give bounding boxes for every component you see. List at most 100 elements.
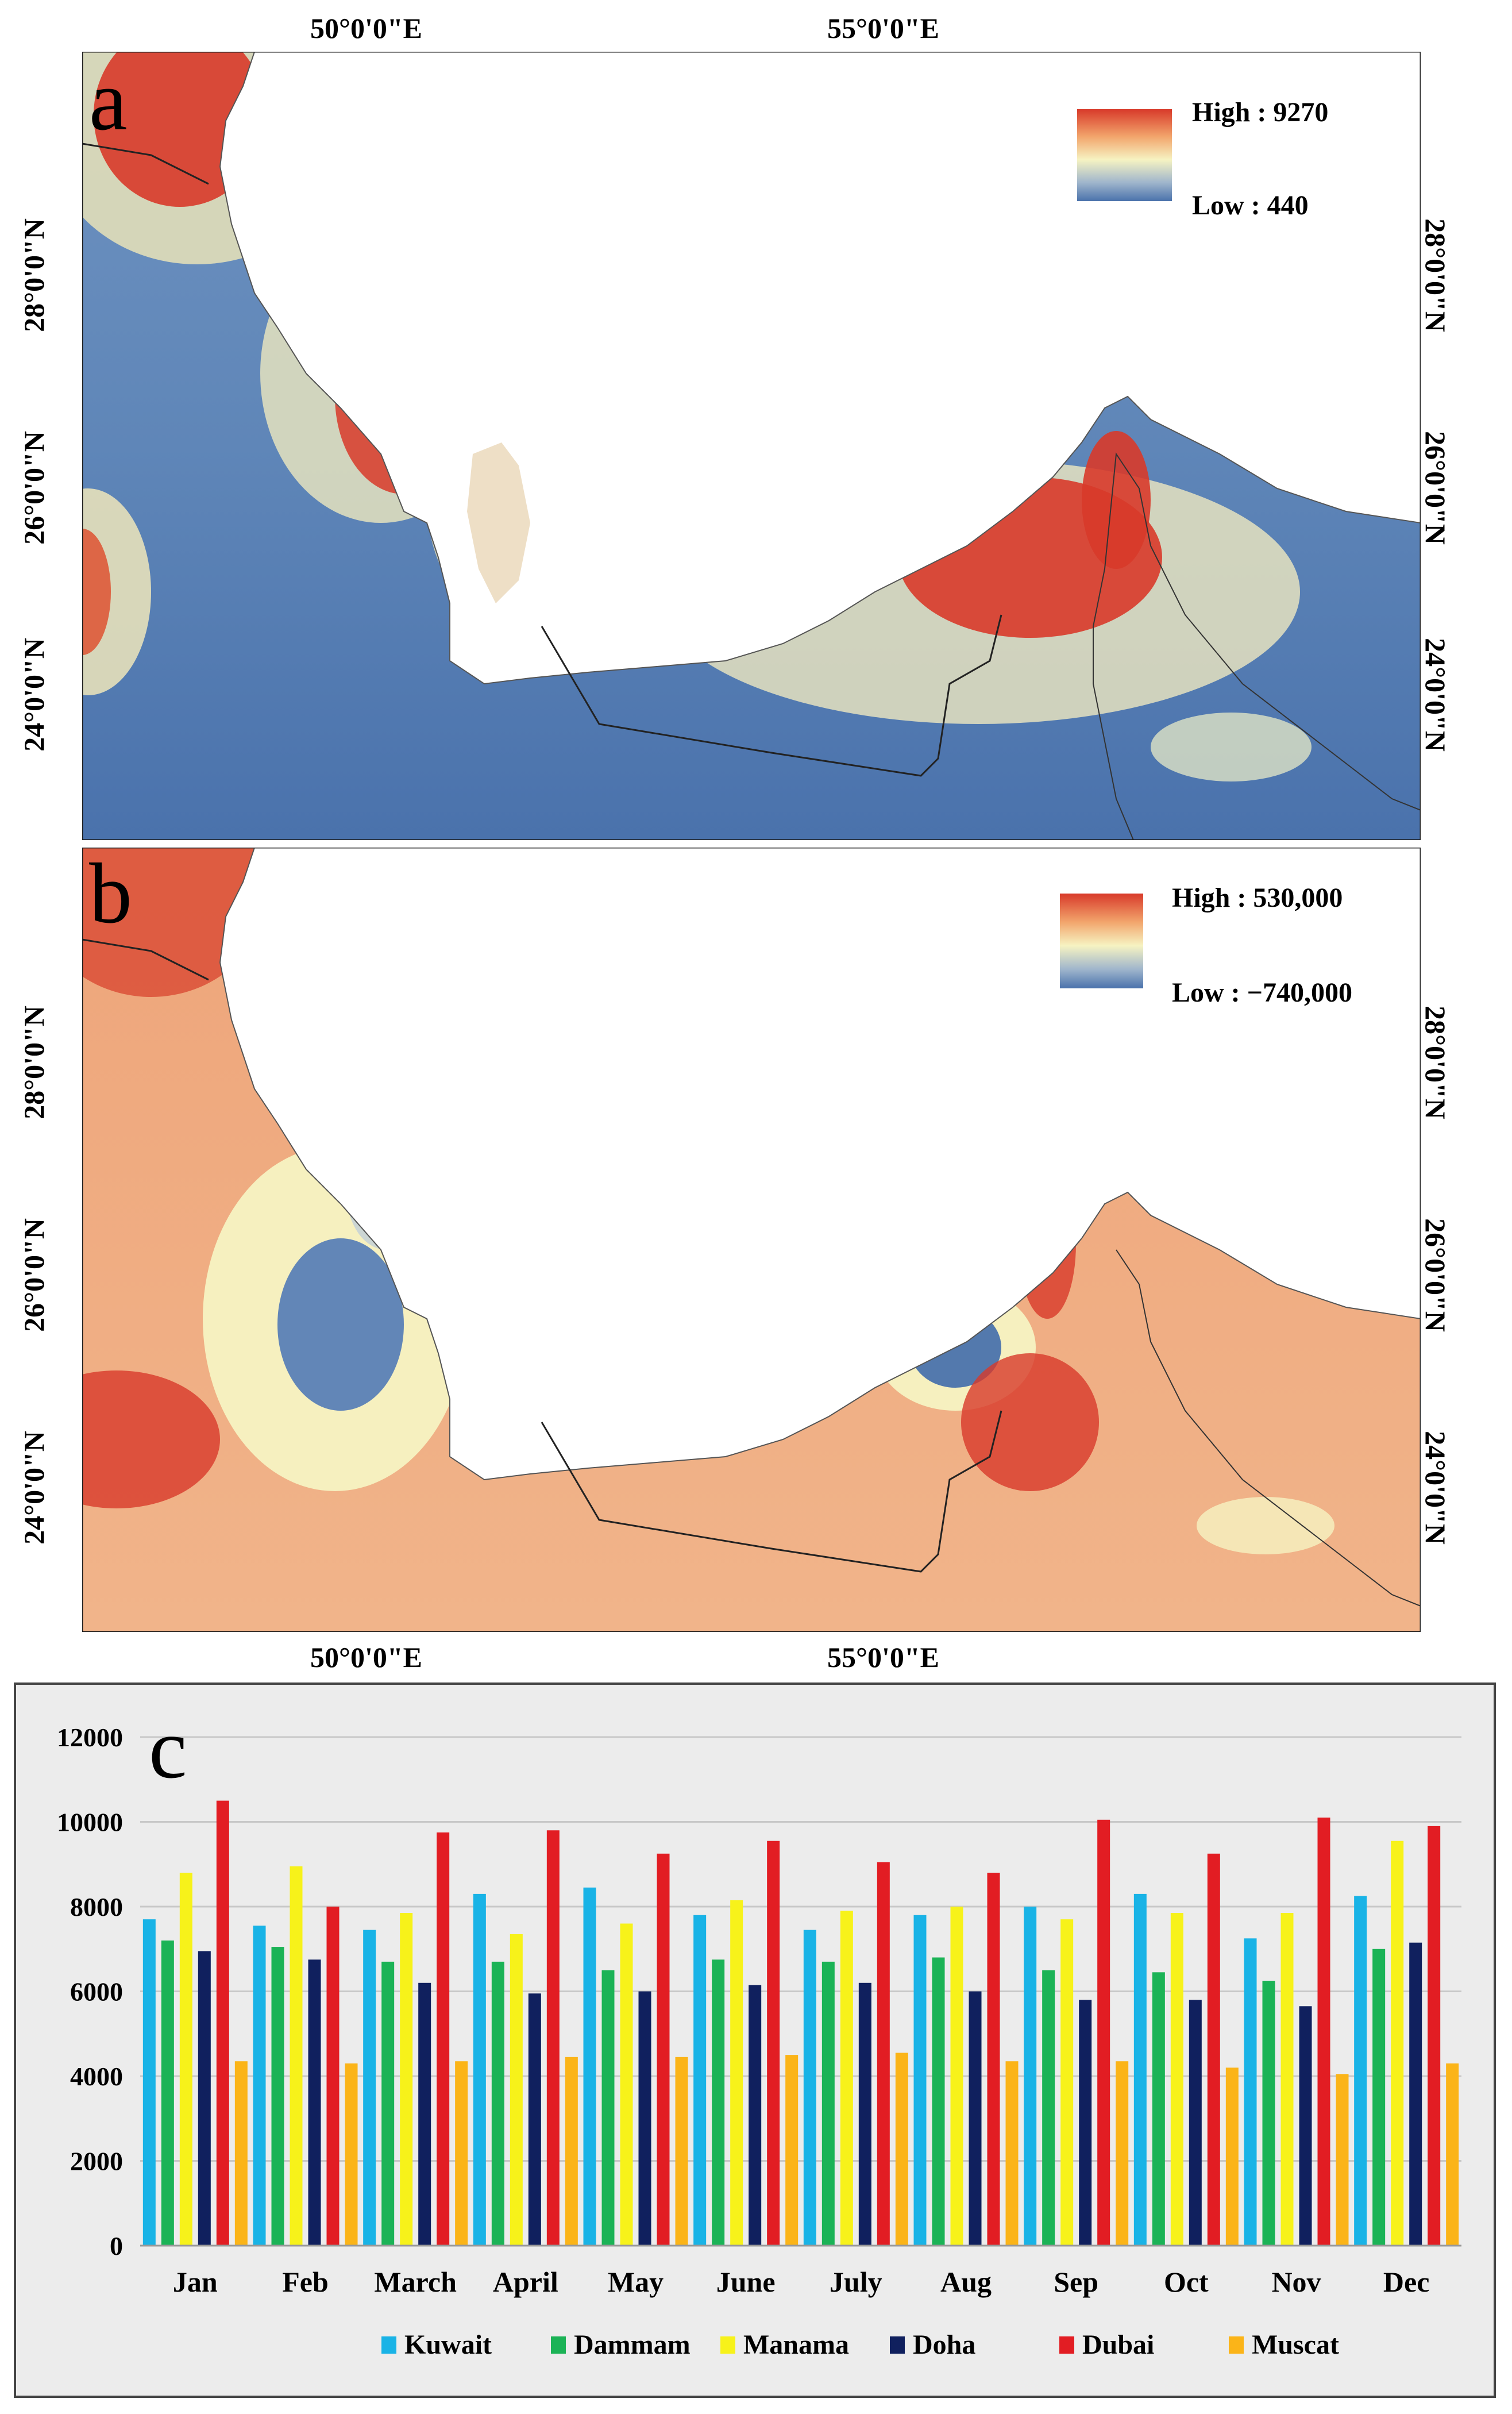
bar-dubai-feb: [326, 1907, 340, 2246]
bar-manama-april: [510, 1934, 523, 2246]
bar-kuwait-feb: [253, 1926, 266, 2246]
bar-muscat-april: [565, 2057, 578, 2246]
bar-manama-feb: [290, 1866, 303, 2246]
map-b-legend-low: Low : −740,000: [1172, 977, 1353, 1008]
chart-c-x-tick-label: Aug: [940, 2266, 992, 2298]
map-b-legend-high: High : 530,000: [1172, 883, 1343, 913]
bar-dammam-nov: [1262, 1981, 1275, 2246]
chart-c-x-tick-label: Feb: [282, 2266, 329, 2298]
bar-muscat-march: [455, 2061, 468, 2246]
bar-dubai-april: [546, 1830, 560, 2246]
bar-muscat-aug: [1005, 2061, 1019, 2246]
bar-dubai-march: [437, 1832, 450, 2246]
bar-doha-feb: [308, 1959, 321, 2246]
bar-dammam-jan: [161, 1941, 174, 2246]
bar-kuwait-june: [693, 1915, 707, 2246]
map-a-legend-colorbar: [1077, 109, 1172, 201]
chart-c-y-axis: 0 2000 4000 6000 8000 10000 12000: [57, 1723, 123, 2261]
map-b-lon-label-55: 55°0'0"E: [827, 1641, 939, 1673]
map-b-lon-label-50: 50°0'0"E: [310, 1641, 422, 1673]
bar-dubai-nov: [1317, 1818, 1330, 2246]
bar-dubai-jan: [216, 1800, 229, 2246]
bar-chart-c: 0 2000 4000 6000 8000 10000 12000 Jan Feb March A…: [14, 1683, 1496, 2398]
bar-doha-oct: [1189, 2000, 1202, 2246]
bar-doha-may: [638, 1991, 651, 2246]
bar-muscat-feb: [345, 2063, 358, 2246]
bar-muscat-jan: [234, 2061, 248, 2246]
legend-label-dammam: Dammam: [574, 2330, 691, 2360]
map-b-panel-label: b: [89, 846, 132, 941]
legend-label-doha: Doha: [913, 2330, 975, 2360]
bar-manama-oct: [1170, 1913, 1183, 2246]
legend-swatch-doha: [890, 2336, 905, 2354]
bar-kuwait-sep: [1024, 1907, 1037, 2246]
bar-muscat-july: [895, 2053, 908, 2246]
chart-c-y-tick-label: 8000: [70, 1892, 123, 1922]
chart-c-bars: [142, 1800, 1459, 2246]
bar-kuwait-aug: [913, 1915, 927, 2246]
chart-c-y-tick-label: 2000: [70, 2147, 123, 2176]
bar-dubai-aug: [987, 1873, 1000, 2246]
map-b: [82, 848, 1421, 1632]
bar-doha-aug: [969, 1991, 982, 2246]
legend-swatch-dubai: [1059, 2336, 1074, 2354]
chart-c-y-tick-label: 4000: [70, 2062, 123, 2091]
chart-c-x-tick-label: June: [716, 2266, 776, 2298]
chart-c-legend: Kuwait Dammam Manama Doha Dubai Muscat: [381, 2330, 1339, 2360]
bar-kuwait-jan: [142, 1919, 156, 2246]
legend-swatch-dammam: [551, 2336, 566, 2354]
bar-doha-july: [858, 1982, 871, 2246]
bar-manama-sep: [1060, 1919, 1074, 2246]
map-a-lat-left-24: 24°0'0"N: [17, 638, 50, 752]
map-a-legend-low: Low : 440: [1192, 190, 1309, 221]
bar-manama-july: [840, 1911, 853, 2246]
map-a-lat-right-28: 28°0'0"N: [1419, 218, 1452, 332]
legend-swatch-kuwait: [381, 2336, 396, 2354]
chart-c-x-tick-label: May: [608, 2266, 664, 2298]
map-a-lat-left-28: 28°0'0"N: [17, 218, 50, 332]
chart-c-x-tick-label: Oct: [1164, 2266, 1209, 2298]
bar-muscat-oct: [1225, 2068, 1239, 2246]
bar-dammam-sep: [1042, 1970, 1055, 2246]
bar-manama-dec: [1391, 1841, 1404, 2246]
chart-c-y-tick-label: 12000: [57, 1723, 123, 1752]
bar-doha-sep: [1079, 2000, 1092, 2246]
bar-kuwait-july: [803, 1930, 816, 2246]
legend-label-manama: Manama: [743, 2330, 849, 2360]
bar-dubai-dec: [1428, 1826, 1441, 2246]
bar-dubai-july: [877, 1862, 890, 2246]
chart-c-x-tick-label: Sep: [1054, 2266, 1098, 2298]
bar-doha-march: [418, 1982, 431, 2246]
bar-manama-march: [400, 1913, 413, 2246]
chart-c-panel-label: c: [149, 1701, 187, 1796]
bar-dubai-may: [657, 1853, 670, 2246]
bar-dammam-may: [601, 1970, 615, 2246]
map-a-panel-label: a: [89, 53, 128, 148]
map-a-legend-high: High : 9270: [1192, 97, 1329, 128]
bar-muscat-sep: [1116, 2061, 1129, 2246]
map-b-legend-colorbar: [1060, 894, 1143, 988]
bar-kuwait-april: [473, 1893, 486, 2246]
chart-c-y-tick-label: 6000: [70, 1977, 123, 2007]
bar-kuwait-march: [363, 1930, 376, 2246]
map-b-lat-right-24: 24°0'0"N: [1419, 1431, 1452, 1545]
bar-dubai-oct: [1207, 1853, 1220, 2246]
bar-dammam-aug: [932, 1957, 945, 2246]
bar-kuwait-nov: [1244, 1938, 1257, 2246]
chart-c-x-axis: Jan Feb March April May June July Aug Sep Oct Nov D…: [140, 2244, 1461, 2298]
bar-doha-april: [528, 1993, 541, 2246]
bar-doha-june: [749, 1985, 762, 2246]
bar-dammam-march: [381, 1961, 395, 2246]
bar-muscat-june: [785, 2055, 799, 2246]
map-a-lat-left-26: 26°0'0"N: [17, 431, 50, 545]
bar-dammam-april: [491, 1961, 504, 2246]
map-a-lon-label-55: 55°0'0"E: [827, 12, 939, 44]
chart-c-y-tick-label: 10000: [57, 1808, 123, 1837]
bar-kuwait-dec: [1354, 1896, 1367, 2246]
chart-c-x-tick-label: Nov: [1271, 2266, 1321, 2298]
bar-dammam-feb: [271, 1947, 284, 2246]
legend-label-dubai: Dubai: [1082, 2330, 1154, 2360]
map-b-lat-left-28: 28°0'0"N: [17, 1006, 50, 1119]
bar-dammam-oct: [1152, 1972, 1165, 2246]
map-b-lat-right-26: 26°0'0"N: [1419, 1218, 1452, 1332]
